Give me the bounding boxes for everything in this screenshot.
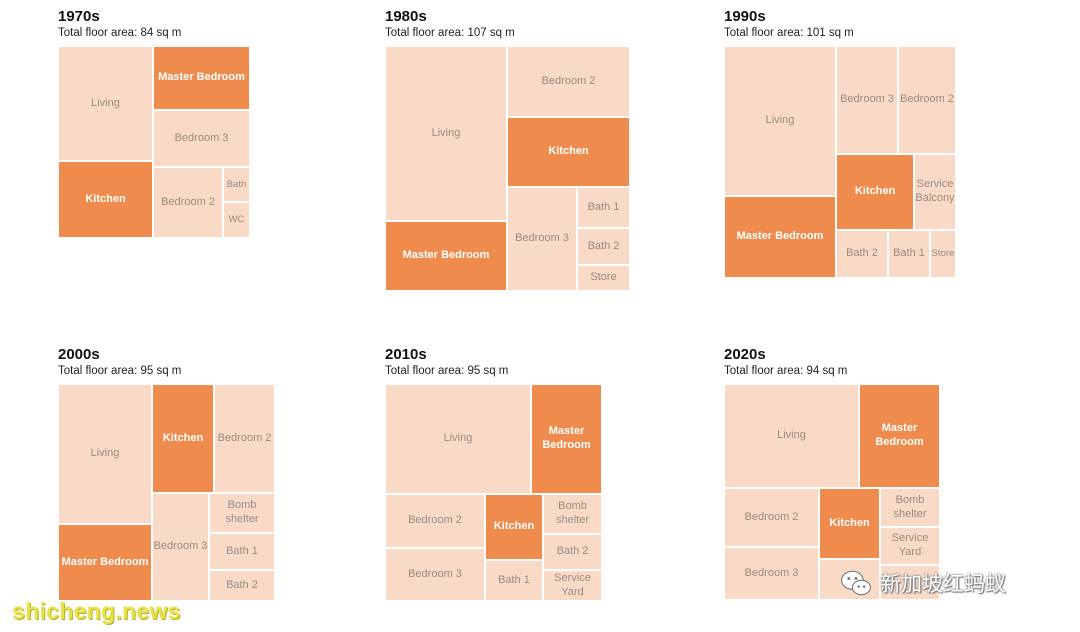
room-cell: Store (931, 231, 955, 277)
room-cell: Kitchen (153, 385, 213, 492)
panel-floor-area: Total floor area: 101 sq m (724, 27, 854, 39)
treemap: Living Kitchen Bedroom 2 Master Bedroom Bedr… (58, 384, 275, 601)
room-cell: Master Bedroom (386, 222, 506, 290)
room-cell: Bath 2 (837, 231, 887, 277)
room-cell: Master Bedroom (860, 385, 939, 487)
treemap: Living Bedroom 3 Bedroom 2 Kitchen Service B… (724, 46, 956, 278)
room-cell: Living (386, 385, 530, 493)
panel-decade-title: 1970s (58, 8, 100, 25)
room-cell: Kitchen (837, 155, 913, 229)
treemap: Living Bedroom 2 Kitchen Master Bedroom Bedr… (385, 46, 630, 291)
room-cell: Bedroom 2 (508, 47, 629, 116)
room-cell: Living (725, 385, 858, 487)
room-cell: Bedroom 3 (154, 111, 249, 166)
room-cell: Bedroom 3 (837, 47, 897, 153)
wechat-watermark: 新加坡红蚂蚁 (838, 563, 1006, 603)
panel-floor-area: Total floor area: 84 sq m (58, 27, 182, 39)
room-cell: Living (59, 47, 152, 160)
room-cell: WC (224, 203, 249, 237)
room-cell: Bath 2 (578, 229, 629, 264)
room-cell: Bedroom 3 (386, 549, 484, 600)
room-cell: Service Yard (544, 571, 601, 600)
room-cell: Living (386, 47, 506, 220)
room-cell (881, 566, 939, 599)
room-cell: Service Balcony (915, 155, 955, 229)
treemap: Living Master Bedroom Bedroom 2 Kitchen Bomb… (385, 384, 602, 601)
treemap: Living Master Bedroom Bedroom 3 Kitchen Bedr… (58, 46, 250, 238)
room-cell: Bedroom 2 (215, 385, 274, 492)
panel-floor-area: Total floor area: 107 sq m (385, 27, 515, 39)
room-cell: Bomb shelter (210, 494, 274, 532)
panel-floor-area: Total floor area: 94 sq m (724, 365, 848, 377)
room-cell: Bath 1 (210, 534, 274, 569)
room-cell: Service Yard (881, 528, 939, 564)
room-cell: Kitchen (508, 118, 629, 186)
room-cell: Bedroom 2 (154, 168, 222, 237)
panel-floor-area: Total floor area: 95 sq m (58, 365, 182, 377)
room-cell: Bath 1 (889, 231, 929, 277)
room-cell: Bedroom 2 (386, 495, 484, 547)
room-cell: Master Bedroom (154, 47, 249, 109)
room-cell: Kitchen (59, 162, 152, 237)
room-cell: Bedroom 3 (508, 188, 576, 290)
treemap: Living Master Bedroom Bedroom 2 Kitchen Bomb… (724, 384, 940, 600)
panel-decade-title: 1990s (724, 8, 766, 25)
room-cell: Bomb shelter (881, 489, 939, 526)
room-cell: Bath 1 (486, 561, 542, 600)
room-cell: Bath 2 (210, 571, 274, 600)
room-cell: Bedroom 2 (725, 489, 818, 546)
room-cell: Bath 2 (544, 535, 601, 569)
room-cell: Bedroom 3 (153, 494, 208, 600)
wechat-account-name: 新加坡红蚂蚁 (880, 572, 1006, 596)
room-cell: Bath 1 (578, 188, 629, 227)
room-cell: Master Bedroom (59, 525, 151, 600)
panel-decade-title: 2010s (385, 346, 427, 363)
room-cell: Living (725, 47, 835, 195)
room-cell: Bedroom 2 (899, 47, 955, 153)
room-cell: Master Bedroom (532, 385, 601, 493)
room-cell: Bomb shelter (544, 495, 601, 533)
room-cell: Kitchen (820, 489, 879, 558)
room-cell: Master Bedroom (725, 197, 835, 277)
room-cell: Store (578, 266, 629, 290)
panel-decade-title: 1980s (385, 8, 427, 25)
room-cell: Bath (224, 168, 249, 201)
room-cell: Kitchen (486, 495, 542, 559)
wechat-icon (841, 570, 871, 596)
room-cell: Living (59, 385, 151, 523)
panel-decade-title: 2000s (58, 346, 100, 363)
panel-decade-title: 2020s (724, 346, 766, 363)
room-cell: Bedroom 3 (725, 548, 818, 599)
site-watermark: shicheng.news (12, 598, 181, 624)
panel-floor-area: Total floor area: 95 sq m (385, 365, 509, 377)
